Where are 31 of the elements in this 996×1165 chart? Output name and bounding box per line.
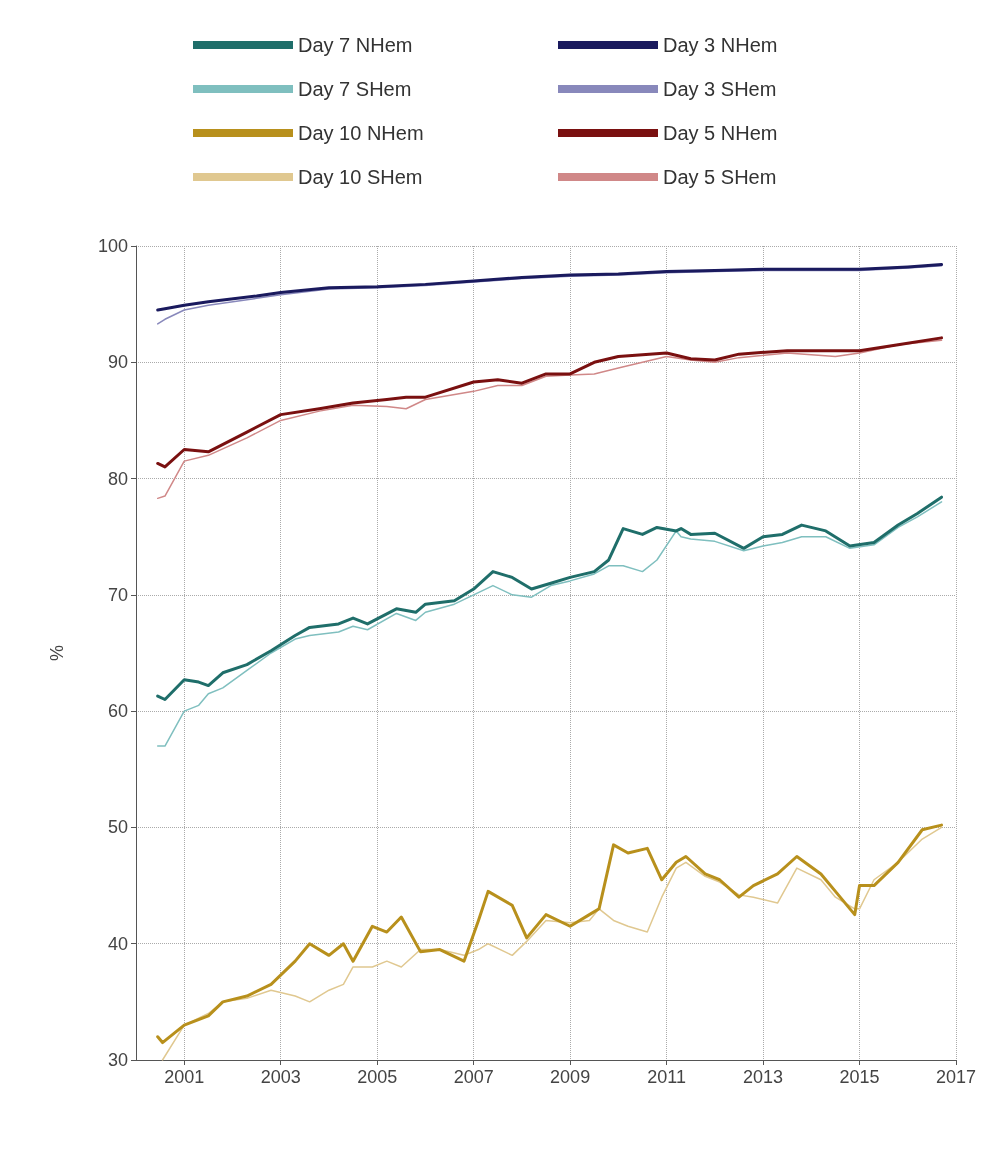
y-tick-label: 50	[107, 817, 128, 838]
legend-label: Day 10 NHem	[298, 122, 424, 144]
y-tick-label: 80	[107, 468, 128, 489]
line-series	[156, 339, 943, 500]
legend-label: Day 10 SHem	[298, 166, 423, 188]
x-tick-label: 2003	[260, 1067, 301, 1087]
legend-label: Day 3 SHem	[663, 78, 777, 100]
line-series	[156, 336, 944, 469]
legend-label: Day 3 NHem	[663, 34, 778, 56]
y-tick-label: 60	[107, 701, 128, 722]
y-tick-label: 100	[97, 236, 128, 256]
line-series	[156, 501, 943, 747]
line-series	[156, 263, 944, 312]
x-tick-label: 2017	[935, 1067, 977, 1087]
x-tick-label: 2009	[550, 1067, 591, 1087]
y-axis-title: %	[47, 644, 67, 662]
y-tick-label: 90	[107, 352, 128, 373]
legend-label: Day 7 NHem	[298, 34, 413, 56]
y-tick-label: 70	[107, 584, 128, 605]
x-tick-label: 2015	[839, 1067, 880, 1087]
y-tick-label: 30	[107, 1050, 128, 1070]
x-tick-label: 2011	[647, 1067, 686, 1087]
x-tick-label: 2001	[164, 1067, 205, 1087]
line-series	[156, 495, 944, 702]
y-tick-label: 40	[107, 933, 128, 954]
x-tick-label: 2005	[357, 1067, 398, 1087]
legend-label: Day 7 SHem	[298, 78, 412, 100]
legend-label: Day 5 NHem	[663, 122, 778, 144]
x-tick-label: 2007	[453, 1067, 494, 1087]
x-tick-label: 2013	[743, 1067, 784, 1087]
legend-label: Day 5 SHem	[663, 166, 777, 188]
